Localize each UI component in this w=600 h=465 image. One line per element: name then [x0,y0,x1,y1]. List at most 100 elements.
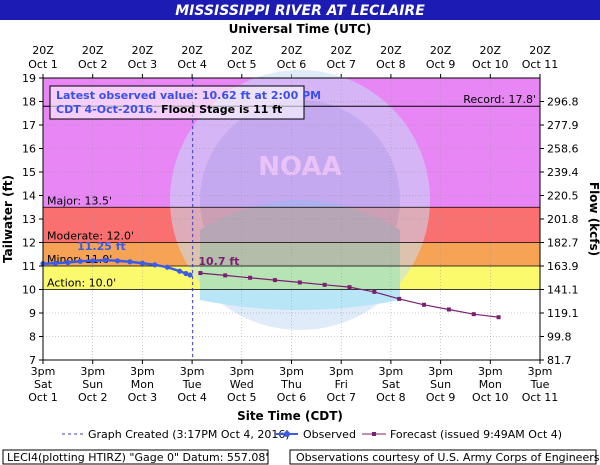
top-tick-hour: 20Z [231,44,253,57]
y2-tick-label: 239.4 [547,166,579,179]
x-tick-time: 3pm [130,365,155,378]
x-tick-day: Mon [131,378,154,391]
observed-point [164,264,170,270]
flood-stage-text: Flood Stage is 11 ft [157,103,282,116]
bottom-axis-title: Site Time (CDT) [237,409,343,423]
y2-tick-label: 258.6 [547,143,579,156]
top-tick-date: Oct 5 [227,58,257,71]
top-tick-date: Oct 3 [128,58,158,71]
chart-title: MISSISSIPPI RIVER AT LECLAIRE [175,3,425,19]
forecast-point [297,280,302,285]
top-tick-date: Oct 9 [426,58,456,71]
legend: Graph Created (3:17PM Oct 4, 2016) Obser… [62,428,562,441]
top-tick-hour: 20Z [132,44,154,57]
y-tick-label: 13 [22,213,36,226]
x-tick-date: Oct 4 [177,391,207,404]
observed-point [114,258,121,264]
top-tick-hour: 20Z [430,44,452,57]
x-tick-date: Oct 6 [277,391,307,404]
top-tick-hour: 20Z [181,44,203,57]
y-tick-label: 10 [22,284,36,297]
x-tick-day: Sun [430,378,451,391]
footer-left-box [2,449,269,465]
right-axis-ticks: 81.7 99.8 119.1 141.1 163.9 182.7 201.8 220.5 23… [540,96,579,367]
observed-point [90,258,96,264]
observed-point [177,268,183,274]
left-axis-title: Tailwater (ft) [1,175,15,263]
noaa-watermark: NOAA [170,70,430,330]
y-tick-label: 7 [29,354,36,367]
legend-created-label: Graph Created (3:17PM Oct 4, 2016) [88,428,290,441]
legend-forecast-marker [372,432,376,436]
y-tick-label: 16 [22,143,36,156]
observed-point [65,259,71,266]
forecast-point [223,273,228,278]
x-tick-day: Thu [280,378,302,391]
x-tick-day: Wed [230,378,254,391]
x-tick-day: Mon [479,378,502,391]
y2-tick-label: 163.9 [547,260,579,273]
legend-observed-label: Observed [303,428,356,441]
x-tick-time: 3pm [180,365,205,378]
forecast-point [248,275,253,280]
footer-left-text: LECI4(plotting HTIRZ) "Gage 0" Datum: 55… [7,451,268,464]
observed-point [77,258,83,264]
forecast-point [446,307,451,312]
legend-forecast-label: Forecast (issued 9:49AM Oct 4) [390,428,562,441]
observed-point [183,270,189,277]
observed-point [127,259,133,265]
y-tick-label: 18 [22,96,36,109]
noaa-logo-text: NOAA [258,152,341,182]
y2-tick-label: 277.9 [547,119,579,132]
y-tick-label: 8 [29,331,36,344]
x-tick-time: 3pm [428,365,453,378]
y2-tick-label: 220.5 [547,190,579,203]
legend-observed-marker [284,431,290,437]
top-tick-hour: 20Z [480,44,502,57]
top-tick-hour: 20Z [82,44,104,57]
x-tick-date: Oct 9 [426,391,456,404]
x-tick-time: 3pm [379,365,404,378]
observed-peak-label: 11.25 ft [77,240,126,253]
forecast-point [471,312,476,317]
observed-point [139,260,145,266]
x-tick-day: Sat [382,378,401,391]
y-tick-label: 19 [22,72,36,85]
top-tick-hour: 20Z [281,44,303,57]
top-tick-date: Oct 4 [177,58,207,71]
data-series [40,257,501,320]
left-axis-ticks: 7 8 9 10 11 12 13 14 15 16 17 18 19 [22,72,43,367]
latest-value-line2: CDT 4-Oct-2016. Flood Stage is 11 ft [56,103,282,116]
y2-tick-label: 296.8 [547,96,579,109]
x-tick-day: Sun [82,378,103,391]
top-tick-date: Oct 1 [28,58,58,71]
forecast-point [198,271,203,276]
footer-right-text: Observations courtesy of U.S. Army Corps… [296,451,600,464]
x-tick-time: 3pm [279,365,304,378]
plot-area: NOAA Record: 17.8' Major: 13.5' Moderate:… [40,70,541,361]
y2-tick-label: 99.8 [547,331,572,344]
observed-point [52,260,59,266]
x-tick-date: Oct 1 [28,391,58,404]
latest-value-box [49,85,305,120]
forecast-point [272,278,277,283]
forecast-point [422,302,427,307]
x-tick-time: 3pm [329,365,354,378]
x-tick-date: Oct 2 [78,391,108,404]
y2-tick-label: 141.1 [547,284,579,297]
top-tick-hour: 20Z [529,44,551,57]
top-tick-date: Oct 10 [472,58,509,71]
forecast-point [397,296,402,301]
stage-label-moderate: Moderate: 12.0' [47,230,134,243]
y2-tick-label: 182.7 [547,237,579,250]
noaa-logo-wave [200,200,400,310]
y-tick-label: 15 [22,166,36,179]
y2-tick-label: 119.1 [547,307,579,320]
y-tick-label: 14 [22,190,36,203]
x-tick-time: 3pm [31,365,56,378]
forecast-point [322,282,327,287]
title-bar [0,0,600,20]
